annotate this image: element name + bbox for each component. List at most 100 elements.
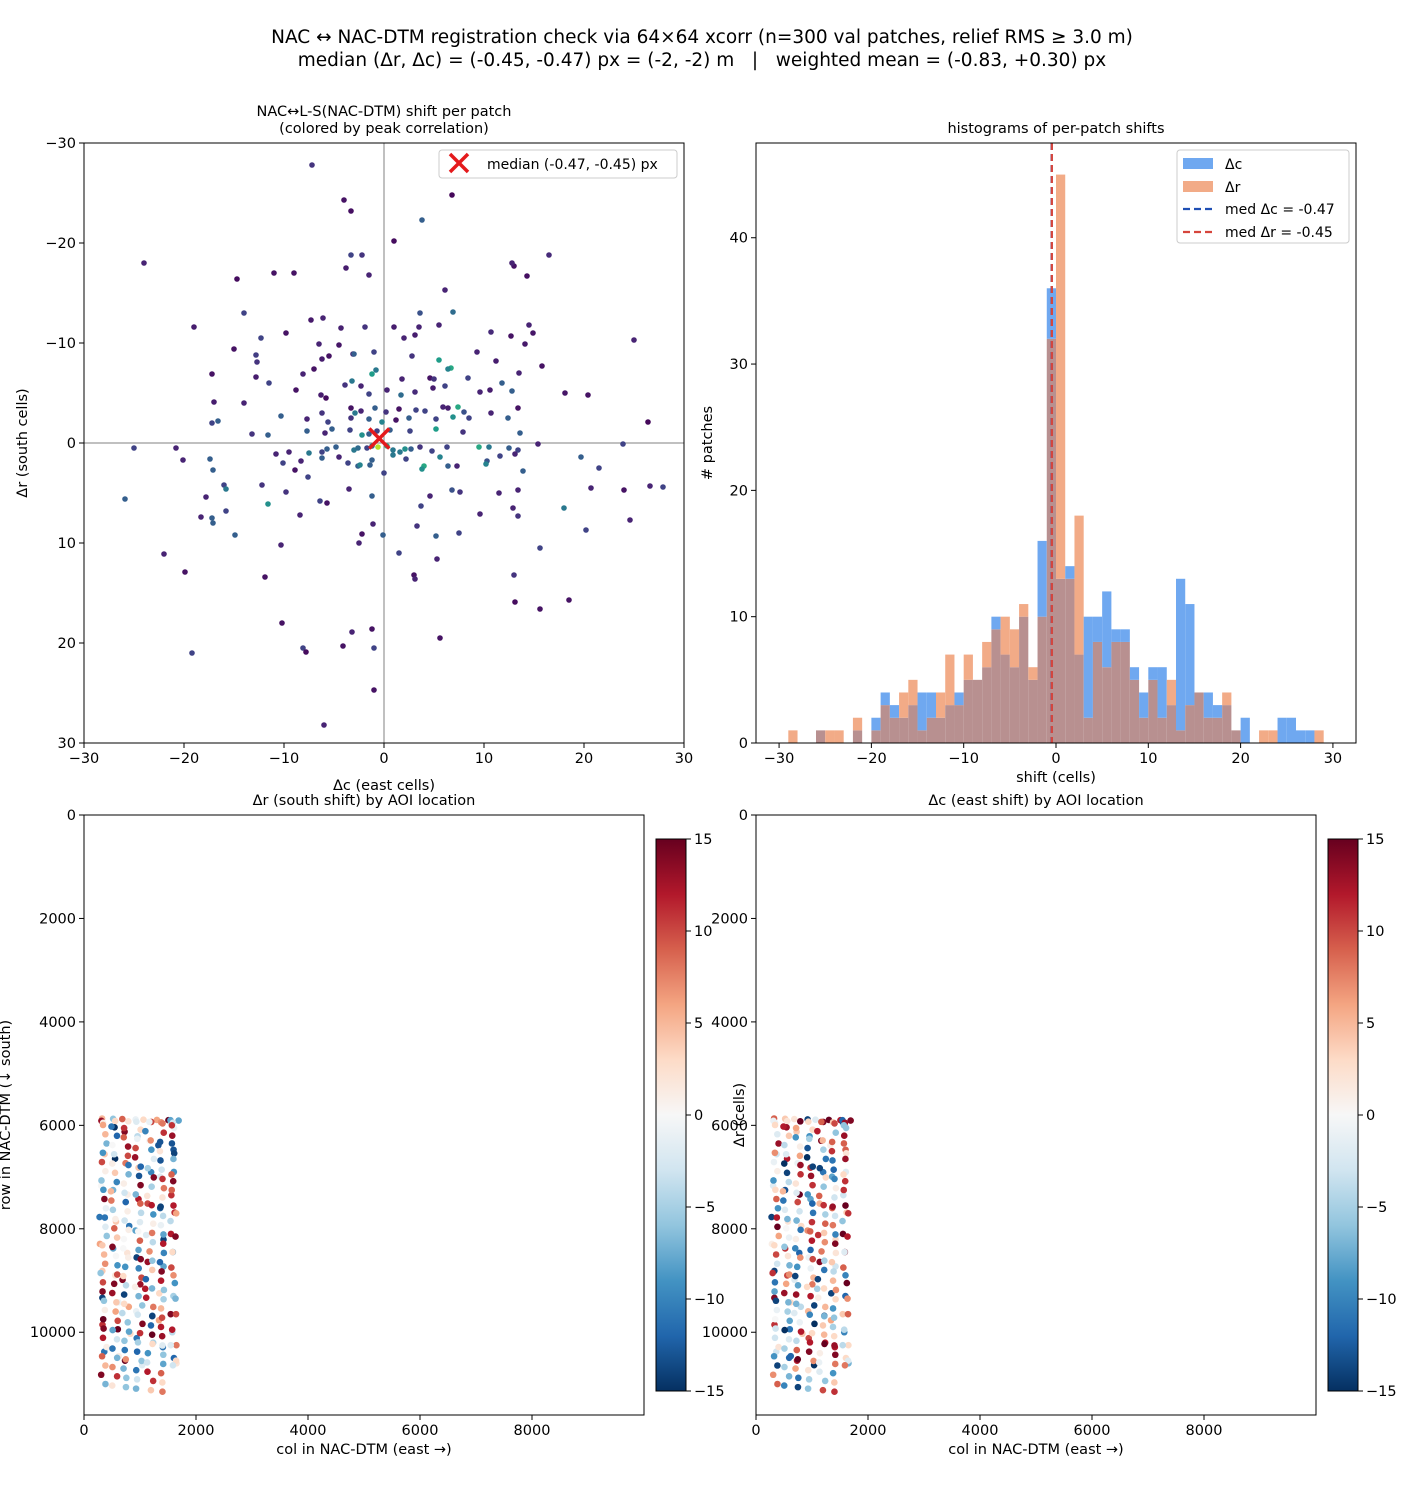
dc-map-point [820,1285,828,1292]
histogram-bar-dr [788,730,798,743]
dc-map-point [831,1388,838,1396]
scatter-point [358,408,364,414]
scatter-point [369,493,375,499]
scatter-point [417,310,423,316]
dc-map-point [782,1150,790,1158]
dr-map-xtick-label: 8000 [514,1423,551,1439]
scatter-point [254,359,260,365]
dr-map-point [157,1305,165,1312]
histogram-bar-dr [1259,730,1269,743]
dr-map-point [121,1263,129,1271]
scatter-point [319,410,325,416]
scatter-point [298,458,304,464]
histogram-bar-overlap [1111,641,1121,743]
dc-map-point [785,1234,793,1241]
scatter-xtick-label: 0 [379,751,388,767]
dc-map-point [806,1339,814,1346]
dr-map-point [124,1118,132,1125]
dr-map-point [134,1311,142,1318]
histogram-legend: Δc Δr med Δc = -0.47 med Δr = -0.45 [1176,149,1350,244]
dc-map-point [847,1117,854,1124]
dr-map-point [113,1178,121,1186]
histogram-bar-overlap [1000,654,1010,743]
dr-map-point [148,1201,155,1209]
dr-map-point [125,1161,132,1169]
scatter-point [253,374,259,380]
dr-map-point [103,1232,111,1240]
histogram-bar-dc [1240,717,1250,743]
scatter-point [455,404,461,410]
dc-map-point [813,1285,821,1293]
dr-map-point [148,1331,156,1338]
scatter-point [517,430,523,436]
dc-map-point [794,1383,802,1391]
legend-dr-label: Δr [1225,180,1241,196]
histogram-bar-dr [1166,679,1176,706]
dr-map-ytick-label: 4000 [39,1015,76,1031]
histogram-bar-dc [1037,540,1047,617]
histogram-bar-dc [1203,692,1213,718]
dr-map-point [160,1295,167,1303]
dr-map-point [119,1115,126,1123]
dr-map-point [113,1354,121,1362]
dc-map-point [772,1297,780,1305]
scatter-point [427,493,433,499]
scatter-point [364,445,370,451]
dc-map-point [829,1221,837,1229]
dr-map-point [149,1257,156,1264]
dc-map-point [820,1312,828,1320]
dr-map-point [168,1191,175,1199]
dr-map-point [150,1155,158,1163]
dc-map-point [809,1281,816,1288]
dr-map-point [114,1317,122,1325]
dc-map-ytick-label: 2000 [711,911,748,927]
dr-map-point [146,1118,153,1126]
dr-map-point [114,1325,122,1333]
dc-map-point [793,1337,800,1345]
histogram-xtick-label: 0 [1051,751,1060,767]
scatter-point [293,387,299,393]
scatter-point [259,482,265,488]
dr-map-xtick-label: 6000 [402,1423,439,1439]
scatter-point [278,413,284,419]
scatter-point [283,330,289,336]
scatter-point [203,494,209,500]
dc-map-point [791,1115,798,1123]
histogram-bar-dc [1139,692,1149,718]
histogram-xtick-label: −20 [856,751,887,767]
scatter-xtick-label: −20 [169,751,200,767]
dc-map-point [814,1127,821,1135]
dr-map-point [135,1172,143,1180]
dr-map-point [120,1180,128,1187]
histogram-bar-dr [1268,730,1278,743]
dr-map-point [168,1171,175,1178]
dc-map-point [809,1255,817,1263]
dc-map-point [780,1289,788,1297]
scatter-point [249,431,255,437]
dr-map-point [99,1241,106,1249]
scatter-point [340,643,346,649]
scatter-point [336,342,342,348]
scatter-point [278,542,284,548]
dc-map-point [796,1319,804,1326]
dc-map-point [831,1240,839,1247]
dr-map-point [121,1346,129,1354]
scatter-y-axis-label: Δr (south cells) [15,388,31,497]
scatter-point [647,483,653,489]
dc-map-point [807,1246,814,1254]
dr-map-point [125,1328,133,1335]
dc-map-point [772,1325,779,1332]
shift-scatter-panel: NAC↔L-S(NAC-DTM) shift per patch(colored… [15,104,693,794]
dr-map-point [133,1118,140,1125]
dc-map-point [841,1248,848,1256]
histogram-bar-dc [1129,667,1140,680]
dc-map-point [784,1308,791,1315]
dr-map-point [135,1246,142,1254]
dr-map-ytick-label: 8000 [39,1222,76,1238]
scatter-point [280,460,286,466]
scatter-xtick-label: 20 [575,751,593,767]
histogram-bar-overlap [1028,679,1038,743]
histogram-bar-dr [899,692,909,718]
dc-map-point [775,1140,782,1147]
dc-map-point [805,1135,813,1143]
